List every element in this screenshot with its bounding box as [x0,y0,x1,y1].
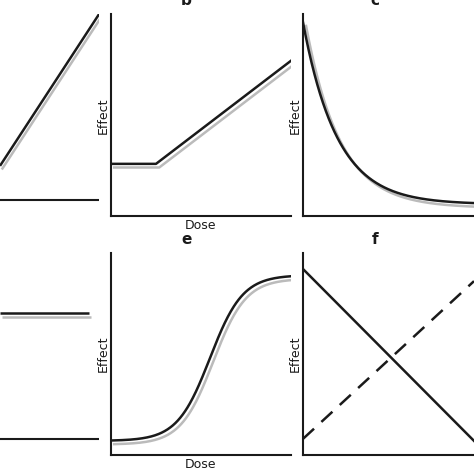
Text: c: c [370,0,379,8]
Text: b: b [181,0,192,8]
X-axis label: Dose: Dose [185,458,217,471]
Y-axis label: Effect: Effect [97,97,109,134]
Text: f: f [372,232,378,247]
Text: e: e [182,232,192,247]
Y-axis label: Effect: Effect [289,336,301,372]
Y-axis label: Effect: Effect [97,336,109,372]
Y-axis label: Effect: Effect [289,97,301,134]
X-axis label: Dose: Dose [185,219,217,232]
